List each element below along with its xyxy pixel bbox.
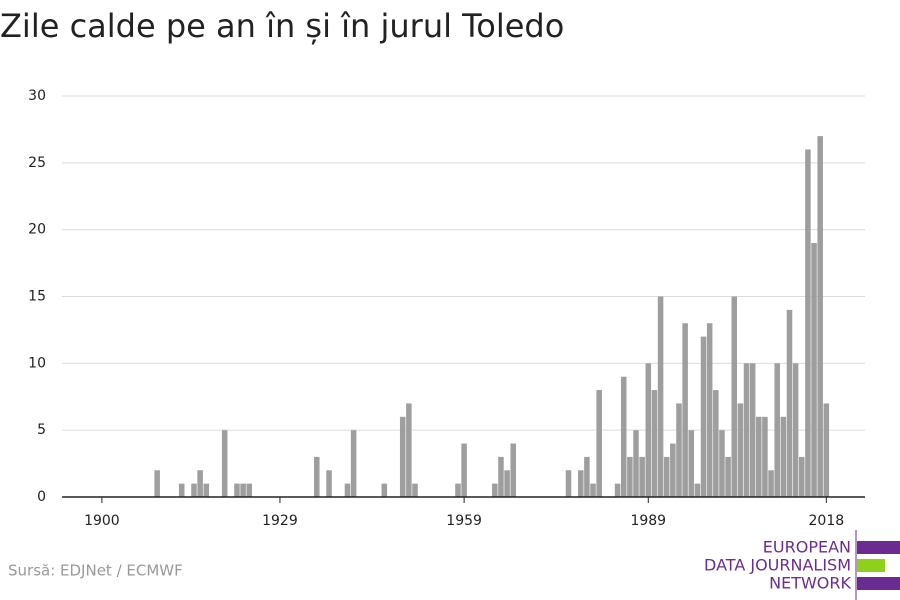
bar	[823, 403, 830, 497]
y-tick-label: 10	[28, 355, 46, 371]
bar	[780, 416, 787, 497]
bar	[154, 470, 160, 497]
bar	[399, 416, 406, 497]
bar	[737, 403, 744, 497]
bar	[240, 483, 246, 497]
bar	[510, 443, 516, 497]
y-tick-label: 30	[28, 88, 46, 104]
logo: EUROPEAN DATA JOURNALISM NETWORK	[704, 530, 900, 600]
bar	[663, 456, 670, 497]
bar	[246, 483, 253, 497]
bar	[350, 430, 357, 497]
bar	[682, 323, 688, 497]
bar	[577, 470, 584, 497]
bar	[565, 470, 572, 497]
bar	[645, 363, 652, 497]
bar	[756, 416, 762, 497]
bar	[799, 456, 805, 497]
bar	[197, 470, 203, 497]
bar	[191, 483, 197, 497]
logo-text: DATA JOURNALISM	[704, 556, 851, 575]
logo-text: NETWORK	[769, 574, 851, 593]
bar	[596, 390, 602, 497]
bar	[805, 149, 811, 497]
y-tick-label: 20	[28, 222, 46, 238]
logo-bar	[857, 559, 885, 572]
bar	[498, 456, 504, 497]
bar	[381, 483, 388, 497]
y-tick-label: 15	[28, 289, 46, 305]
bar	[178, 483, 185, 497]
bar	[706, 323, 713, 497]
x-tick-label: 1989	[630, 513, 666, 529]
bar	[725, 456, 731, 497]
x-tick-label: 1959	[446, 513, 482, 529]
bar	[455, 483, 461, 497]
bar	[627, 456, 633, 497]
bar	[688, 430, 695, 497]
bar	[670, 443, 676, 497]
bar	[651, 390, 658, 497]
bar	[326, 470, 332, 497]
bar	[203, 483, 210, 497]
bar	[719, 430, 725, 497]
bar	[817, 136, 823, 497]
bar	[749, 363, 756, 497]
source: Sursă: EDJNet / ECMWF	[8, 562, 183, 580]
bar	[786, 309, 793, 497]
bar	[412, 483, 418, 497]
logo-bar	[857, 541, 900, 554]
x-tick-label: 1929	[262, 513, 298, 529]
bar	[657, 296, 664, 497]
bar	[633, 430, 639, 497]
y-tick-label: 5	[37, 422, 46, 438]
bar	[620, 376, 627, 497]
bar	[590, 483, 596, 497]
bar	[713, 390, 719, 497]
x-tick-label: 1900	[84, 513, 120, 529]
bar	[743, 363, 750, 497]
y-tick-label: 0	[37, 489, 46, 505]
bar	[344, 483, 351, 497]
y-tick-label: 25	[28, 155, 46, 171]
bar	[676, 403, 682, 497]
bar	[504, 470, 510, 497]
bar	[811, 243, 817, 497]
bar	[731, 296, 737, 497]
bar	[768, 470, 774, 497]
bar	[314, 456, 320, 497]
logo-text: EUROPEAN	[763, 538, 851, 557]
x-tick-label: 2018	[809, 513, 845, 529]
bar	[584, 456, 590, 497]
bar	[639, 456, 645, 497]
chart-title: Zile calde pe an în și în jurul Toledo	[0, 7, 564, 45]
bar	[762, 416, 768, 497]
logo-bar	[857, 577, 900, 590]
bar	[700, 336, 707, 497]
bar	[694, 483, 701, 497]
bar	[492, 483, 498, 497]
bar	[234, 483, 240, 497]
bar	[614, 483, 621, 497]
bar	[792, 363, 799, 497]
bar	[406, 403, 412, 497]
bar	[774, 363, 780, 497]
bar	[221, 430, 228, 497]
bar	[461, 443, 467, 497]
